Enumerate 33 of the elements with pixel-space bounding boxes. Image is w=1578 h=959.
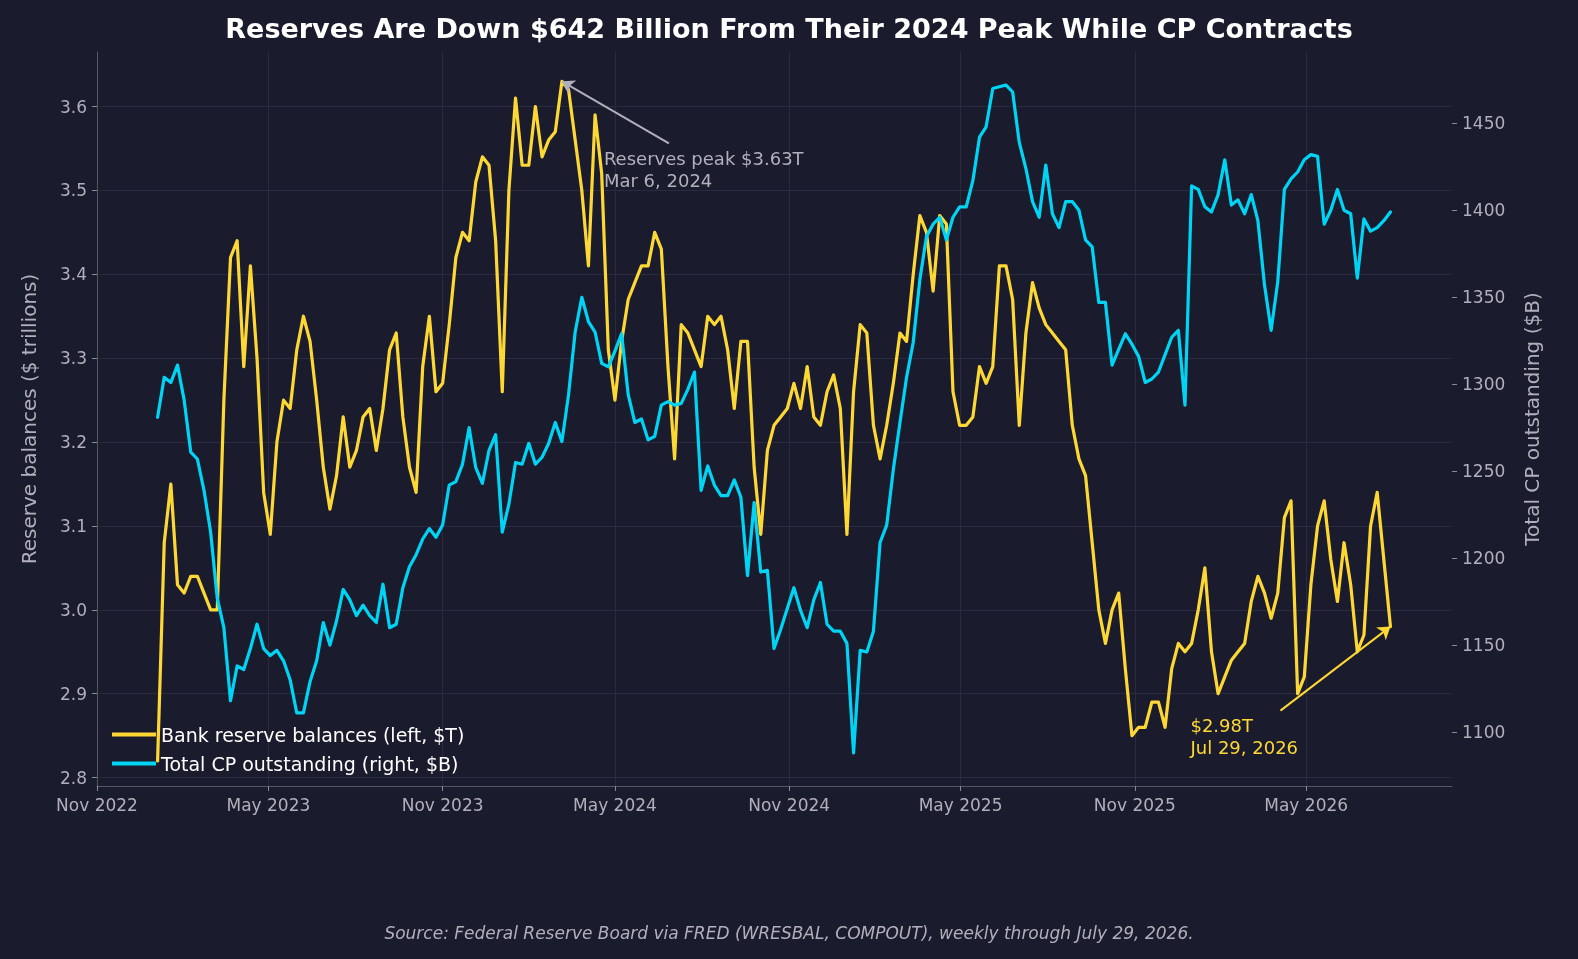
y-tick-label: 3.6: [59, 96, 87, 117]
x-tick-label: May 2026: [1264, 794, 1349, 815]
annotation: $2.98T Jul 29, 2026: [1189, 715, 1299, 759]
x-tick-label: May 2023: [226, 794, 311, 815]
y-axis-title: Reserve balances ($ trillions): [17, 273, 41, 565]
y-tick-label: 3.5: [59, 180, 87, 201]
y-tick-label: 3.1: [59, 515, 87, 536]
x-tick-label: Nov 2024: [748, 794, 831, 815]
y2-axis-title: Total CP outstanding ($B): [1520, 292, 1544, 547]
y-tick-label: 3.0: [59, 599, 87, 620]
x-tick-label: May 2025: [918, 794, 1003, 815]
x-tick-label: May 2024: [573, 794, 657, 815]
y2-tick-label: 1300: [1462, 374, 1506, 395]
y2-tick-label: 1400: [1462, 200, 1506, 221]
x-tick-label: Nov 2025: [1093, 794, 1176, 815]
y-tick-label: 3.3: [59, 348, 87, 369]
y2-tick-label: 1450: [1462, 113, 1506, 134]
source-note: Source: Federal Reserve Board via FRED (WRESBAL, COMPOUT), weekly through July 29, 2026.: [384, 922, 1194, 943]
y-tick-label: 3.2: [59, 432, 87, 453]
y-tick-label: 2.8: [59, 767, 87, 788]
chart-title: Reserves Are Down $642 Billion From Their 2024 Peak While CP Contracts: [225, 13, 1353, 44]
y2-tick-label: 1200: [1462, 548, 1506, 569]
y-tick-label: 2.9: [59, 683, 87, 704]
annotation: Reserves peak $3.63T Mar 6, 2024: [603, 147, 805, 191]
legend-label: Bank reserve balances (left, $T): [161, 723, 465, 746]
y2-tick-label: 1250: [1462, 461, 1506, 482]
y2-tick-label: 1100: [1462, 722, 1506, 743]
x-tick-label: Nov 2023: [401, 794, 484, 815]
y2-tick-label: 1350: [1462, 287, 1506, 308]
y-tick-label: 3.4: [59, 264, 87, 285]
x-tick-label: Nov 2022: [56, 794, 138, 815]
y2-tick-label: 1150: [1462, 635, 1506, 656]
legend-label: Total CP outstanding (right, $B): [160, 752, 459, 775]
